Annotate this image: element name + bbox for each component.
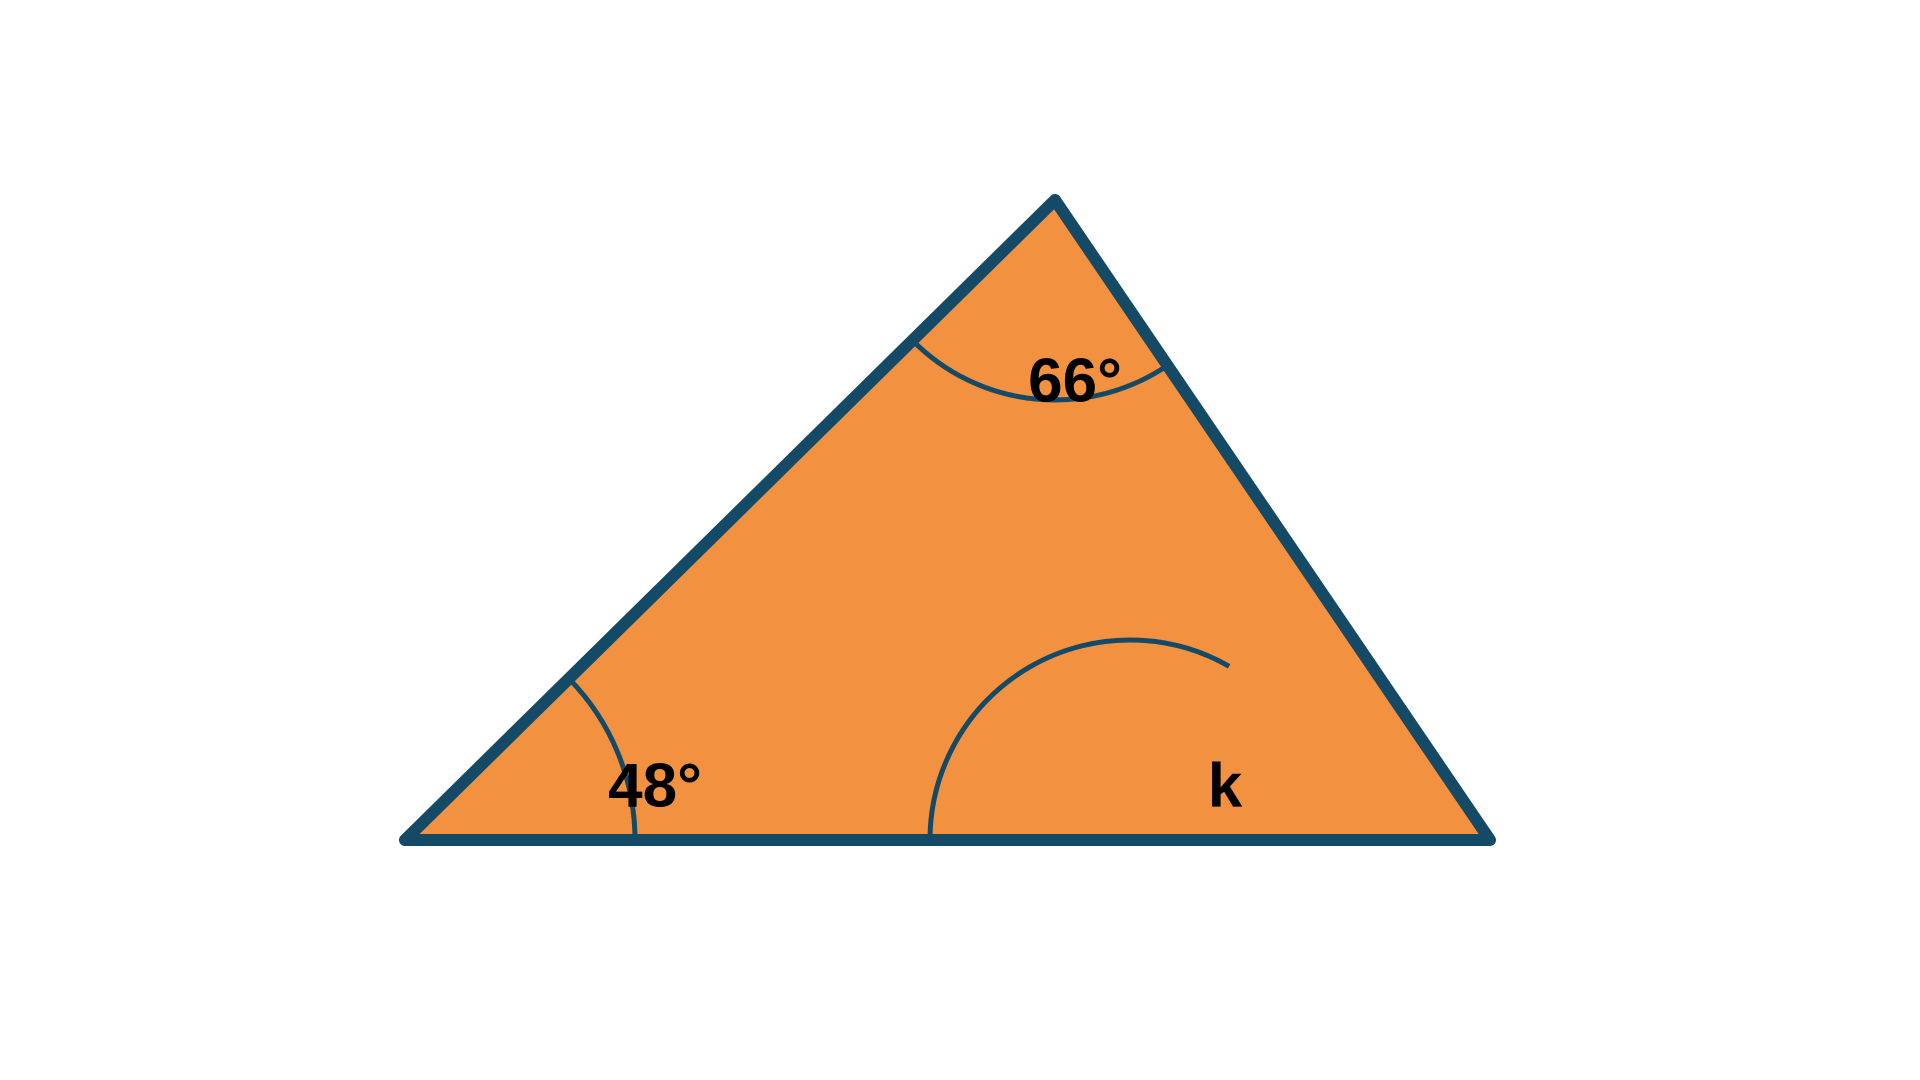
angle-label-b: 66° [1028, 346, 1122, 415]
triangle-shape [405, 200, 1490, 840]
triangle-diagram: 48° 66° k [0, 0, 1920, 1080]
angle-label-a: 48° [608, 751, 702, 820]
angle-label-k: k [1208, 751, 1243, 820]
